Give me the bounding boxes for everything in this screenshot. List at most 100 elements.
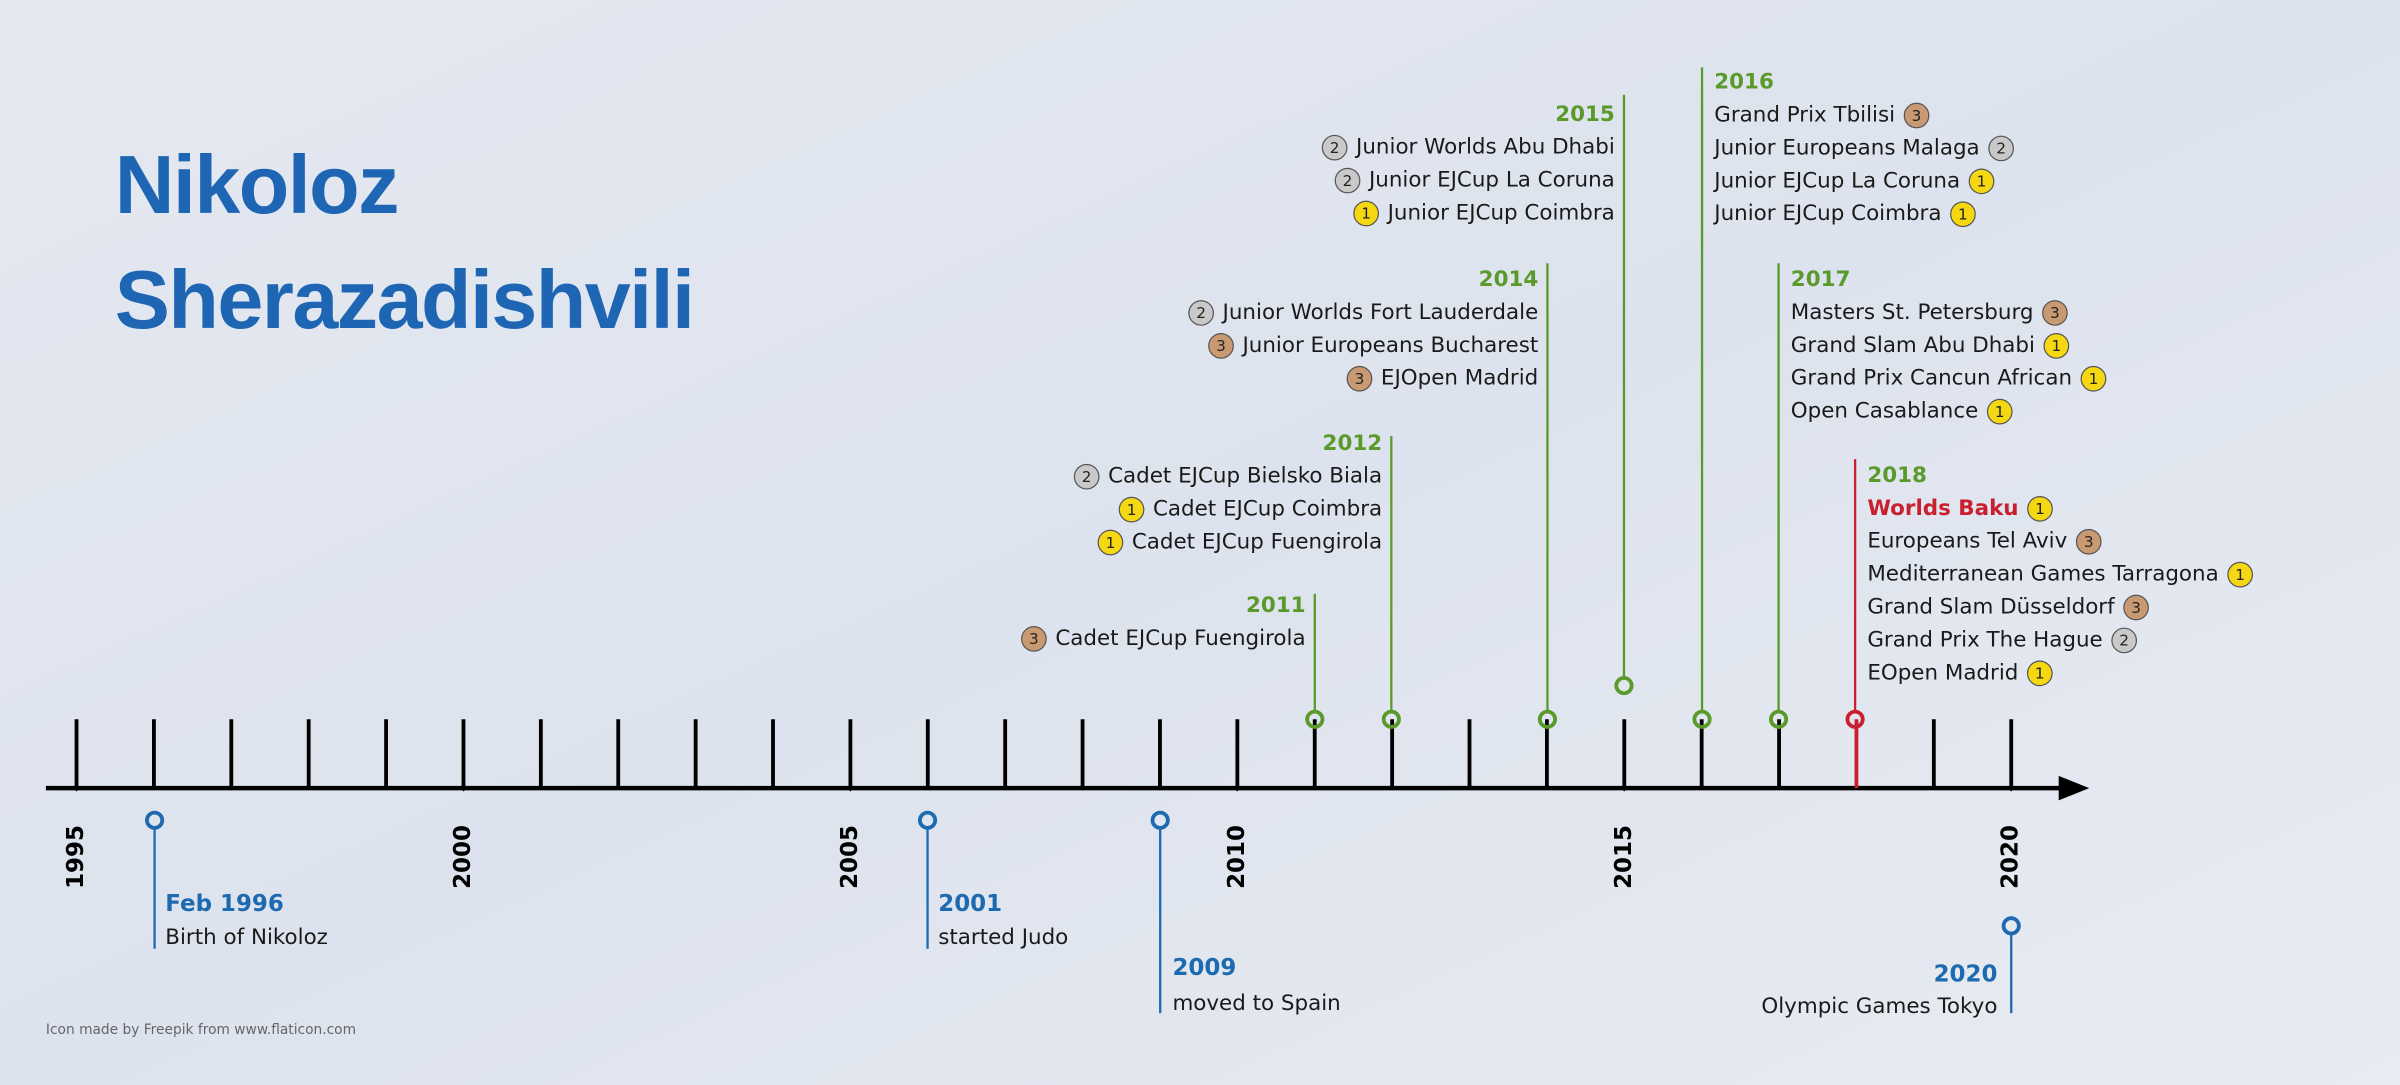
medal [1334, 167, 1361, 194]
medal [1188, 300, 1214, 326]
event-marker [145, 810, 165, 830]
medal-number: 3 [1029, 630, 1039, 648]
medal-number: 1 [2051, 337, 2061, 355]
medal [2080, 365, 2107, 392]
axis-label: 2015 [1611, 825, 1637, 889]
medal [2075, 528, 2102, 555]
event-date: 2009 [1172, 955, 1236, 981]
event-text: Birth of Nikoloz [165, 925, 328, 950]
medal-number: 1 [2235, 566, 2245, 584]
medal-number: 2 [1330, 139, 1340, 157]
axis-label: 2010 [1224, 825, 1250, 889]
title-line: Nikoloz [115, 138, 398, 231]
medal [1321, 134, 1348, 161]
medal-number: 1 [2035, 500, 2045, 518]
result-name: EJOpen Madrid [1381, 366, 1538, 391]
medal [1986, 398, 2013, 425]
medal [2043, 332, 2070, 359]
medal [1903, 102, 1930, 129]
result-name: Grand Slam Abu Dhabi [1791, 333, 2035, 358]
result-name: Grand Prix Cancun African [1791, 366, 2072, 391]
title-line: Sherazadishvili [115, 253, 694, 346]
medal [1097, 529, 1124, 556]
medal-number: 3 [2131, 599, 2141, 617]
result-name: Cadet EJCup Fuengirola [1055, 626, 1305, 651]
medal-number: 2 [2119, 632, 2129, 650]
result-name: Grand Prix Tbilisi [1714, 103, 1895, 128]
medal [2227, 561, 2254, 588]
event-date: Feb 1996 [165, 891, 284, 917]
medal-number: 2 [1196, 304, 1206, 322]
axis-label: 2000 [450, 825, 476, 889]
medal [1118, 496, 1145, 523]
result-name: Junior Europeans Bucharest [1240, 333, 1538, 358]
group-year: 2012 [1323, 431, 1383, 456]
result-name: Cadet EJCup Bielsko Biala [1108, 464, 1382, 489]
medal [2111, 627, 2138, 654]
medal-number: 1 [2089, 370, 2099, 388]
medal [1346, 365, 1373, 392]
group-marker [1769, 709, 1789, 729]
medal-number: 3 [2084, 533, 2094, 551]
medal-number: 1 [1958, 206, 1968, 224]
event-marker [917, 810, 938, 830]
medal [1353, 200, 1379, 227]
medal-number: 2 [1343, 172, 1353, 190]
group-year: 2018 [1867, 463, 1927, 488]
axis-label: 2005 [837, 825, 863, 889]
event-text: Olympic Games Tokyo [1761, 994, 1997, 1019]
group-marker [1845, 709, 1865, 729]
group-marker [1614, 676, 1634, 696]
event-marker [1150, 810, 1170, 830]
medal [2123, 594, 2149, 621]
result-name: Junior EJCup La Coruna [1367, 168, 1615, 193]
event-text: moved to Spain [1172, 991, 1340, 1016]
medal-number: 2 [1996, 140, 2006, 158]
group-year: 2015 [1555, 102, 1615, 127]
event-date: 2001 [938, 891, 1002, 917]
result-name: Mediterranean Games Tarragona [1867, 562, 2218, 587]
result-name: Grand Prix The Hague [1867, 627, 2102, 652]
group-marker [1381, 709, 1401, 729]
result-name: Junior EJCup Coimbra [1712, 201, 1941, 226]
medal-number: 3 [1216, 337, 1226, 355]
group-year: 2011 [1246, 593, 1306, 618]
result-name: Junior Europeans Malaga [1712, 135, 1979, 160]
medal [1208, 332, 1234, 359]
group-year: 2016 [1714, 70, 1774, 95]
axis-arrow [2058, 775, 2090, 801]
medal-number: 3 [1912, 107, 1922, 125]
medal [1073, 463, 1100, 490]
group-marker [1537, 709, 1558, 729]
result-name: Open Casablance [1791, 399, 1979, 424]
medal [2026, 660, 2053, 687]
medal [1021, 626, 1047, 652]
medal-number: 2 [1082, 468, 1092, 486]
result-name: Masters St. Petersburg [1791, 300, 2034, 325]
credit: Icon made by Freepik from www.flaticon.c… [46, 1022, 356, 1038]
result-name: Cadet EJCup Coimbra [1153, 497, 1382, 522]
medal-number: 1 [1995, 403, 2005, 421]
medal-number: 1 [1127, 501, 1137, 519]
axis-label: 1995 [63, 825, 89, 889]
group-marker [1305, 709, 1325, 729]
medal-number: 1 [1361, 205, 1371, 223]
medal-number: 1 [1106, 534, 1116, 552]
axis-label: 2020 [1998, 825, 2024, 889]
medal [1968, 168, 1995, 195]
group-marker [1692, 709, 1712, 729]
result-name: Europeans Tel Aviv [1867, 529, 2067, 554]
result-name: Worlds Baku [1867, 496, 2018, 521]
group-year: 2014 [1479, 267, 1539, 292]
event-marker [2001, 916, 2021, 936]
medal [1988, 135, 2014, 162]
event-text: started Judo [938, 925, 1068, 950]
medal-number: 1 [2035, 665, 2045, 683]
result-name: Grand Slam Düsseldorf [1867, 595, 2115, 620]
medal-number: 3 [1355, 370, 1365, 388]
result-name: Junior Worlds Fort Lauderdale [1221, 300, 1539, 325]
result-name: Junior EJCup Coimbra [1386, 200, 1615, 225]
